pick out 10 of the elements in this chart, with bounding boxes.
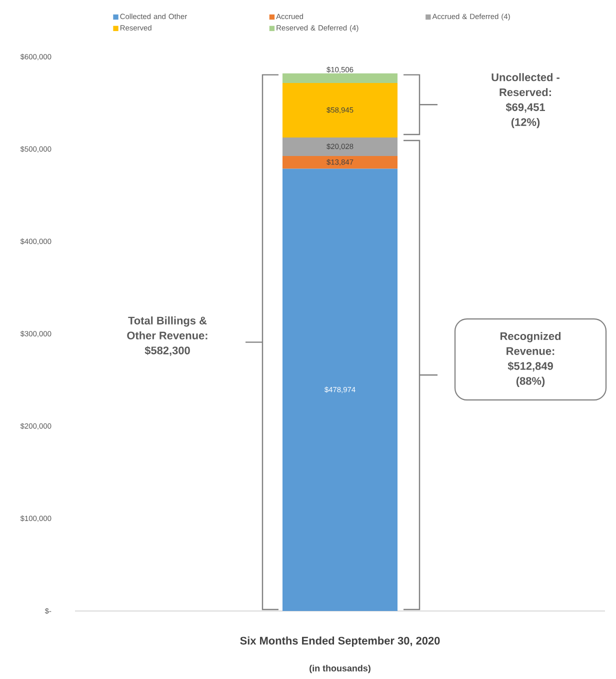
annotation: Total Billings & Other Revenue: $582,300	[127, 316, 208, 356]
bar	[282, 73, 398, 84]
bar	[282, 156, 398, 169]
annotation: Uncollected - Reserved: $69,451 (12%)	[492, 73, 560, 128]
x-tick-label: Six Months Ended September 30, 2020	[240, 636, 440, 647]
bar	[282, 137, 398, 156]
text: (in thousands)	[310, 664, 370, 674]
annotation: Recognized Revenue: $512,849 (88%)	[500, 332, 561, 387]
bar	[282, 168, 398, 611]
bar	[282, 83, 398, 138]
